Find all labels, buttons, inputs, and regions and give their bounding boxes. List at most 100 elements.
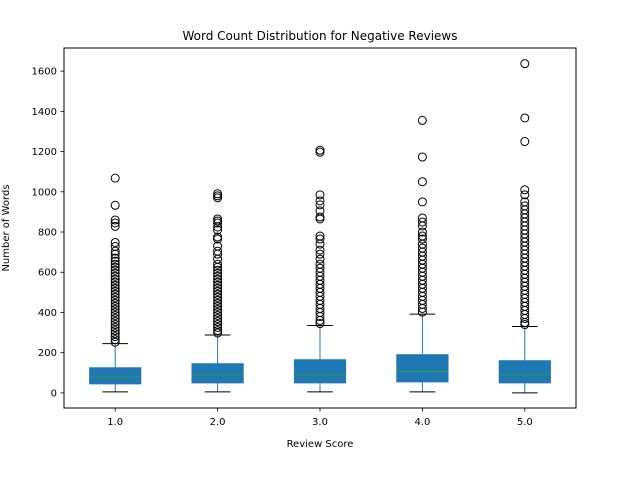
plot-marks [89,59,551,394]
outlier-point [110,218,120,228]
iqr-box [191,363,244,384]
outlier-point [110,246,120,256]
outlier-point [417,217,427,227]
outlier-point [110,323,120,333]
outlier-point [213,328,223,338]
outlier-point [110,259,120,269]
outlier-point [520,59,530,69]
x-axis: 1.0 2.0 3.0 4.0 5.0 [107,408,533,428]
outlier-point [213,268,223,278]
outlier-point [110,335,120,345]
outlier-point [213,222,223,232]
outlier-point [213,286,223,296]
outlier-point [213,262,223,272]
outlier-point [110,200,120,210]
outlier-point [213,307,223,317]
y-axis-label: Number of Words [1,184,12,271]
outlier-point [213,277,223,287]
outlier-point [520,190,530,200]
outlier-point [315,249,325,259]
outlier-point [110,173,120,183]
chart-title: Word Count Distribution for Negative Rev… [183,29,458,43]
outlier-point [213,274,223,284]
outlier-point [520,113,530,123]
outlier-point [110,304,120,314]
outlier-point [213,301,223,311]
outlier-point [213,292,223,302]
outlier-point [417,221,427,231]
outlier-point [110,326,120,336]
outlier-point [110,329,120,339]
outlier-point [213,304,223,314]
y-tick-label: 0 [51,388,57,399]
outlier-point [110,320,120,330]
outlier-point [110,237,120,247]
outlier-point [417,152,427,162]
outlier-point [110,274,120,284]
outlier-point [213,295,223,305]
outlier-point [417,197,427,207]
outlier-point [110,262,120,272]
outlier-point [110,215,120,225]
x-tick-label: 2.0 [210,417,226,428]
box-group-2.0 [191,189,244,393]
y-tick-label: 400 [38,308,57,319]
y-tick-label: 600 [38,268,57,279]
y-axis: 0 200 400 600 800 1000 1200 1400 1600 [32,67,64,399]
outlier-point [315,190,325,200]
outlier-point [417,234,427,244]
outlier-point [110,289,120,299]
outlier-point [315,234,325,244]
outlier-point [520,314,530,324]
outlier-point [213,271,223,281]
outlier-point [315,245,325,255]
outlier-point [520,185,530,195]
outlier-point [110,314,120,324]
outlier-point [110,221,120,231]
outlier-point [110,307,120,317]
outlier-point [417,115,427,125]
box-group-5.0 [498,59,551,394]
iqr-box [396,354,449,383]
outlier-point [213,298,223,308]
y-tick-label: 800 [38,228,57,239]
outlier-point [315,316,325,326]
outlier-point [213,283,223,293]
outlier-point [213,317,223,327]
outlier-point [213,289,223,299]
outlier-point [315,319,325,329]
outlier-point [110,286,120,296]
box-group-3.0 [293,145,347,393]
outlier-point [520,137,530,147]
x-tick-label: 5.0 [517,417,533,428]
outlier-point [110,271,120,281]
outlier-point [315,254,325,264]
outlier-point [213,193,223,203]
outlier-point [213,225,223,235]
outlier-point [110,280,120,290]
outlier-point [315,147,325,157]
outlier-point [417,303,427,313]
iqr-box [498,360,551,384]
box-group-4.0 [396,115,449,393]
x-axis-label: Review Score [287,439,354,450]
outlier-point [110,268,120,278]
outlier-point [110,249,120,259]
outlier-point [417,307,427,317]
outlier-point [213,314,223,324]
x-tick-label: 4.0 [414,417,430,428]
x-tick-label: 1.0 [107,417,123,428]
outlier-point [213,323,223,333]
outlier-point [110,283,120,293]
outlier-point [110,256,120,266]
outlier-point [417,227,427,237]
outlier-point [110,298,120,308]
outlier-point [110,253,120,263]
outlier-point [315,196,325,206]
y-tick-label: 1200 [32,147,57,158]
outlier-point [110,277,120,287]
outlier-point [110,337,120,347]
outlier-point [315,311,325,321]
box-group-1.0 [89,173,142,393]
